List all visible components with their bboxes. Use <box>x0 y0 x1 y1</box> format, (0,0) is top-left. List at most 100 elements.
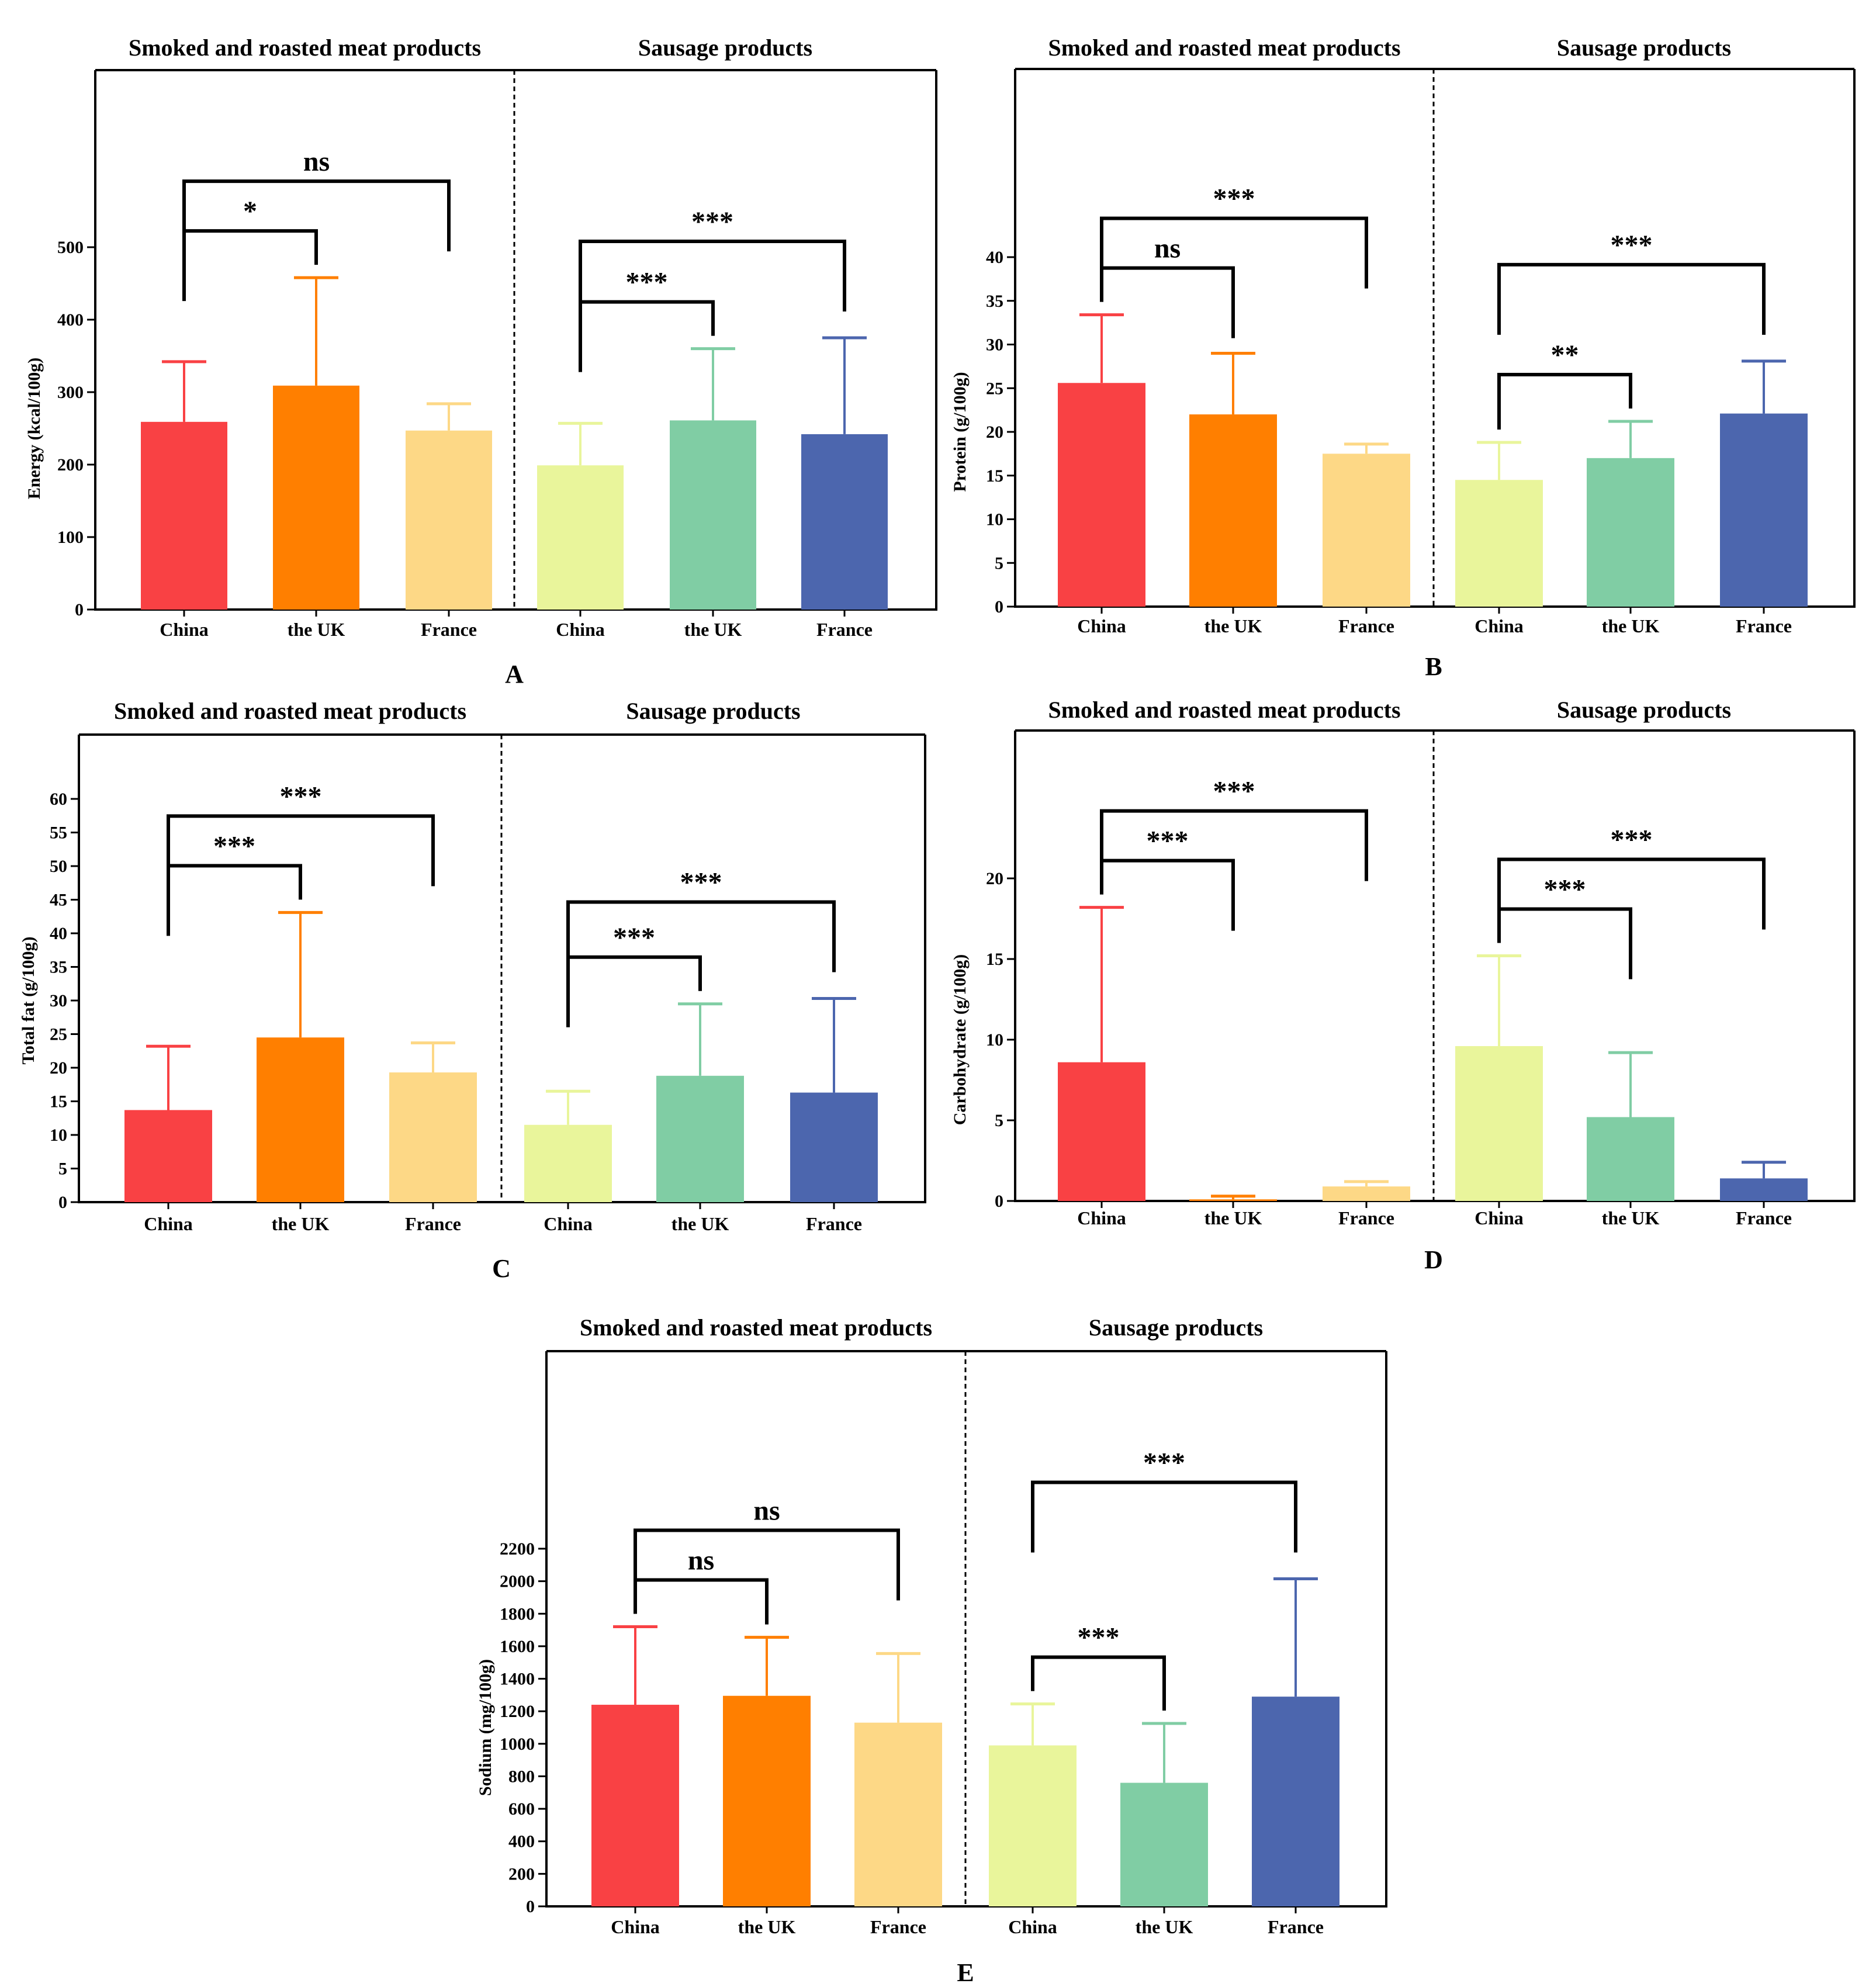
significance-bracket <box>167 814 435 887</box>
significance-label: *** <box>1078 1622 1120 1653</box>
y-tick-label: 1600 <box>500 1637 535 1656</box>
y-axis-label: Total fat (g/100g) <box>19 937 38 1065</box>
y-tick-label: 100 <box>57 528 84 547</box>
bar <box>1455 1046 1543 1201</box>
bar <box>854 1722 942 1906</box>
significance-label: *** <box>691 206 733 237</box>
y-tick-label: 400 <box>508 1832 535 1851</box>
y-tick-label: 15 <box>986 466 1003 486</box>
category-label: the UK <box>1602 615 1660 636</box>
y-axis-label: Protein (g/100g) <box>950 372 970 491</box>
group-title: Sausage products <box>638 34 812 61</box>
bar <box>1587 1117 1674 1201</box>
significance-bracket <box>566 900 836 972</box>
panel-b: Smoked and roasted meat products Sausage … <box>950 34 1856 681</box>
category-label: the UK <box>684 619 742 640</box>
bar <box>670 420 756 610</box>
category-label: China <box>1077 1207 1126 1228</box>
significance-label: *** <box>1143 1447 1185 1478</box>
y-axis-label: Sodium (mg/100g) <box>476 1659 495 1796</box>
significance-label: ** <box>1551 340 1579 371</box>
category-label: the UK <box>672 1213 729 1234</box>
bar <box>790 1092 878 1202</box>
y-tick-label: 40 <box>50 924 67 943</box>
y-tick-label: 500 <box>57 238 84 257</box>
significance-bracket <box>1497 373 1632 430</box>
bar <box>141 421 227 610</box>
significance-label: *** <box>680 867 722 898</box>
panel-label: D <box>1424 1245 1443 1274</box>
category-label: France <box>1338 1207 1394 1228</box>
bar <box>1455 480 1543 607</box>
panel-e: Smoked and roasted meat products Sausage … <box>476 1314 1387 1987</box>
y-tick-label: 5 <box>58 1159 67 1179</box>
y-tick-label: 0 <box>995 597 1003 617</box>
y-tick-label: 200 <box>57 455 84 475</box>
bar <box>1189 1199 1277 1201</box>
significance-label: ns <box>688 1545 714 1576</box>
y-tick-label: 55 <box>50 823 67 843</box>
y-tick-label: 0 <box>995 1192 1003 1211</box>
category-label: the UK <box>1204 1207 1262 1228</box>
category-label: France <box>421 619 477 640</box>
y-tick-label: 1800 <box>500 1604 535 1623</box>
group-title: Sausage products <box>1557 697 1731 723</box>
y-tick-label: 1200 <box>500 1702 535 1721</box>
y-tick-label: 0 <box>526 1897 535 1916</box>
y-tick-label: 2200 <box>500 1539 535 1559</box>
panel-label: B <box>1425 652 1442 681</box>
category-label: France <box>1268 1916 1324 1937</box>
category-label: China <box>611 1916 660 1937</box>
group-title: Smoked and roasted meat products <box>580 1314 932 1341</box>
significance-label: *** <box>1611 230 1653 261</box>
bar <box>1058 1062 1145 1201</box>
y-tick-label: 35 <box>986 292 1003 311</box>
group-title: Sausage products <box>1557 34 1731 61</box>
y-tick-label: 800 <box>508 1767 535 1786</box>
category-label: the UK <box>1204 615 1262 636</box>
y-axis-label: Carbohydrate (g/100g) <box>950 954 970 1125</box>
y-tick-label: 15 <box>986 950 1003 969</box>
bar <box>389 1072 477 1202</box>
significance-label: ns <box>303 146 330 177</box>
bar <box>591 1705 679 1906</box>
significance-bracket <box>182 229 318 302</box>
significance-bracket <box>1100 266 1235 338</box>
significance-label: *** <box>280 781 322 812</box>
bar <box>801 434 888 610</box>
y-tick-label: 400 <box>57 310 84 330</box>
y-tick-label: 2000 <box>500 1572 535 1591</box>
group-title: Smoked and roasted meat products <box>1048 34 1400 61</box>
y-tick-label: 20 <box>986 423 1003 442</box>
y-tick-label: 0 <box>58 1193 67 1212</box>
significance-bracket <box>1100 216 1368 289</box>
significance-bracket <box>1100 809 1368 881</box>
significance-label: *** <box>1147 826 1189 857</box>
bar <box>723 1695 811 1906</box>
y-tick-label: 5 <box>995 553 1003 573</box>
y-axis-label: Energy (kcal/100g) <box>25 358 44 499</box>
significance-bracket <box>634 1528 900 1601</box>
panel-a: Smoked and roasted meat products Sausage … <box>25 34 937 688</box>
category-label: the UK <box>738 1916 796 1937</box>
bar <box>1323 1186 1410 1201</box>
significance-label: ns <box>753 1496 780 1526</box>
significance-label: ns <box>1154 233 1181 264</box>
group-title: Sausage products <box>1089 1314 1263 1341</box>
bar <box>1323 454 1410 607</box>
significance-bracket <box>579 240 846 311</box>
category-label: China <box>1008 1916 1057 1937</box>
y-tick-label: 10 <box>50 1126 67 1145</box>
bar <box>1720 1178 1808 1201</box>
y-tick-label: 25 <box>986 379 1003 398</box>
y-tick-label: 60 <box>50 790 67 809</box>
y-tick-label: 10 <box>986 510 1003 529</box>
y-tick-label: 30 <box>50 991 67 1010</box>
category-label: the UK <box>288 619 345 640</box>
y-tick-label: 1000 <box>500 1735 535 1754</box>
significance-bracket <box>579 300 715 372</box>
y-tick-label: 300 <box>57 383 84 402</box>
significance-bracket <box>1031 1480 1297 1553</box>
bar <box>406 430 492 610</box>
category-label: France <box>806 1213 862 1234</box>
